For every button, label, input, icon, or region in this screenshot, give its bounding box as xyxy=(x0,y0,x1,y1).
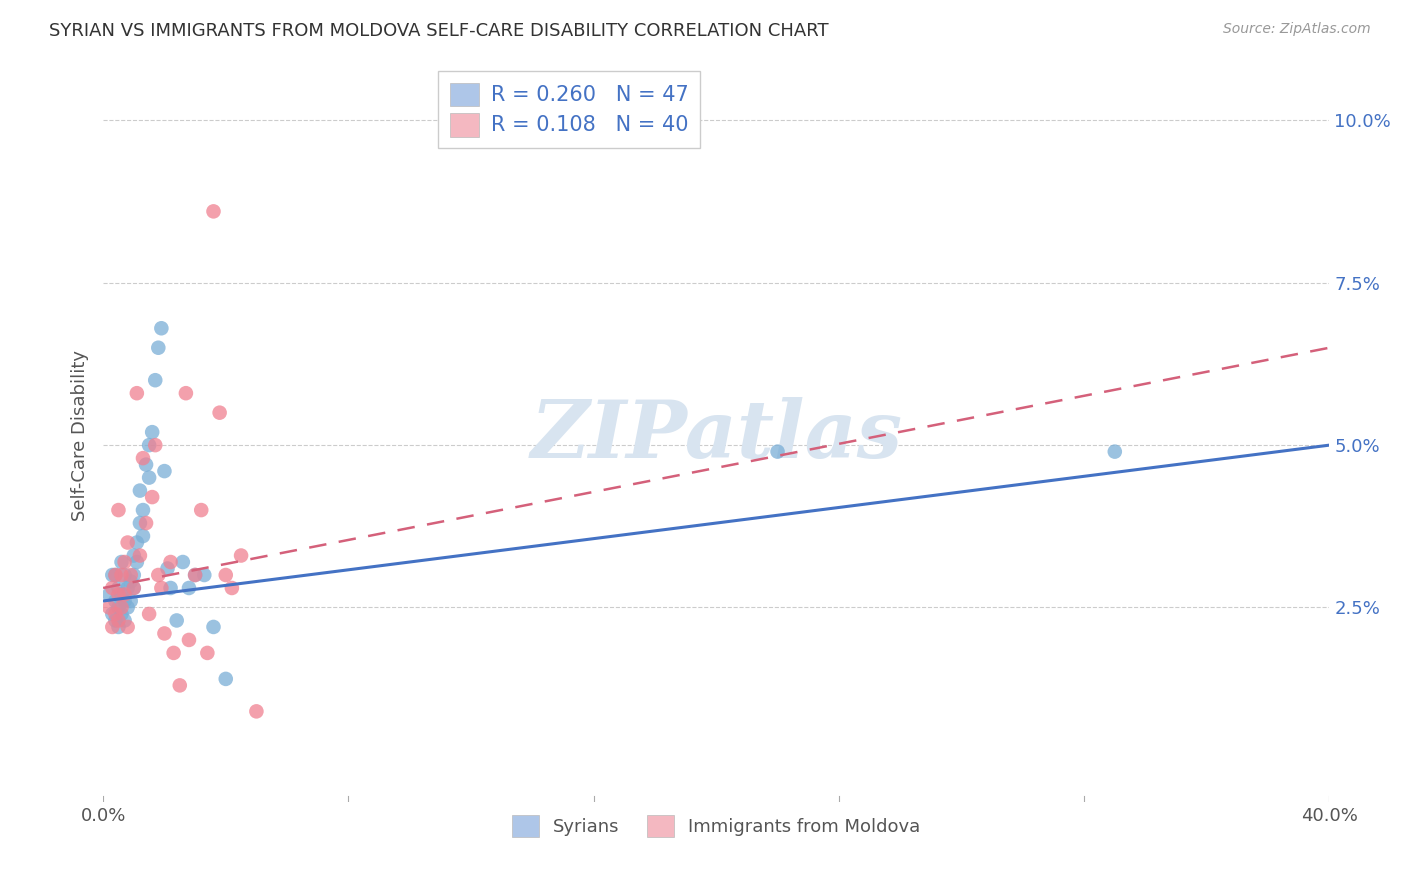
Point xyxy=(202,620,225,634)
Point xyxy=(190,503,212,517)
Point xyxy=(153,464,176,478)
Point xyxy=(132,451,155,466)
Point xyxy=(110,587,132,601)
Point xyxy=(117,581,139,595)
Point xyxy=(110,555,132,569)
Point xyxy=(114,587,136,601)
Point xyxy=(104,594,127,608)
Point xyxy=(229,549,252,563)
Point xyxy=(104,568,127,582)
Point xyxy=(110,568,132,582)
Point xyxy=(125,386,148,401)
Point xyxy=(125,535,148,549)
Point xyxy=(153,626,176,640)
Point xyxy=(114,614,136,628)
Point xyxy=(98,587,121,601)
Point xyxy=(1104,444,1126,458)
Point xyxy=(122,581,145,595)
Point xyxy=(159,581,181,595)
Point xyxy=(117,535,139,549)
Point xyxy=(215,672,238,686)
Point xyxy=(135,516,157,530)
Point xyxy=(120,574,142,589)
Point xyxy=(101,581,124,595)
Point xyxy=(132,503,155,517)
Point xyxy=(766,444,789,458)
Text: ZIPatlas: ZIPatlas xyxy=(530,397,903,475)
Point xyxy=(150,321,173,335)
Point xyxy=(202,204,225,219)
Point xyxy=(125,555,148,569)
Point xyxy=(129,516,152,530)
Point xyxy=(114,555,136,569)
Point xyxy=(101,607,124,621)
Point xyxy=(101,568,124,582)
Point xyxy=(104,607,127,621)
Point xyxy=(129,549,152,563)
Point xyxy=(122,568,145,582)
Point xyxy=(129,483,152,498)
Point xyxy=(184,568,207,582)
Point xyxy=(120,594,142,608)
Point xyxy=(114,594,136,608)
Point xyxy=(156,561,179,575)
Point xyxy=(107,600,129,615)
Point xyxy=(143,373,166,387)
Point xyxy=(174,386,197,401)
Point xyxy=(166,614,188,628)
Point xyxy=(122,581,145,595)
Point xyxy=(138,607,160,621)
Point xyxy=(208,406,231,420)
Point xyxy=(110,600,132,615)
Point xyxy=(177,581,200,595)
Point xyxy=(169,678,191,692)
Point xyxy=(107,503,129,517)
Point xyxy=(107,587,129,601)
Point xyxy=(148,341,170,355)
Point xyxy=(132,529,155,543)
Text: SYRIAN VS IMMIGRANTS FROM MOLDOVA SELF-CARE DISABILITY CORRELATION CHART: SYRIAN VS IMMIGRANTS FROM MOLDOVA SELF-C… xyxy=(49,22,828,40)
Point xyxy=(138,438,160,452)
Point xyxy=(245,704,267,718)
Point xyxy=(122,549,145,563)
Point xyxy=(148,568,170,582)
Point xyxy=(107,620,129,634)
Point xyxy=(193,568,215,582)
Point xyxy=(101,620,124,634)
Point xyxy=(107,581,129,595)
Point xyxy=(135,458,157,472)
Point xyxy=(98,600,121,615)
Point xyxy=(107,614,129,628)
Point xyxy=(104,568,127,582)
Point xyxy=(104,614,127,628)
Point xyxy=(184,568,207,582)
Point xyxy=(110,607,132,621)
Point xyxy=(221,581,243,595)
Point xyxy=(172,555,194,569)
Point xyxy=(141,425,163,439)
Point xyxy=(120,568,142,582)
Point xyxy=(117,620,139,634)
Point xyxy=(215,568,238,582)
Point xyxy=(195,646,218,660)
Point xyxy=(150,581,173,595)
Point xyxy=(117,600,139,615)
Point xyxy=(143,438,166,452)
Point xyxy=(162,646,184,660)
Point xyxy=(159,555,181,569)
Point xyxy=(141,490,163,504)
Text: Source: ZipAtlas.com: Source: ZipAtlas.com xyxy=(1223,22,1371,37)
Y-axis label: Self-Care Disability: Self-Care Disability xyxy=(72,350,89,521)
Point xyxy=(177,632,200,647)
Point xyxy=(114,568,136,582)
Legend: Syrians, Immigrants from Moldova: Syrians, Immigrants from Moldova xyxy=(505,808,928,845)
Point xyxy=(138,470,160,484)
